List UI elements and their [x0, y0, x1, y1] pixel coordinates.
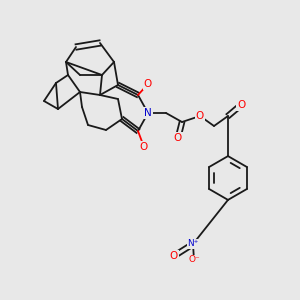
Text: O: O — [196, 111, 204, 121]
Text: O: O — [144, 79, 152, 89]
Text: N: N — [144, 108, 152, 118]
Text: O: O — [140, 142, 148, 152]
Text: O: O — [237, 100, 245, 110]
Text: O⁻: O⁻ — [188, 256, 200, 265]
Text: N⁺: N⁺ — [187, 239, 199, 248]
Text: O: O — [170, 251, 178, 261]
Text: O: O — [174, 133, 182, 143]
